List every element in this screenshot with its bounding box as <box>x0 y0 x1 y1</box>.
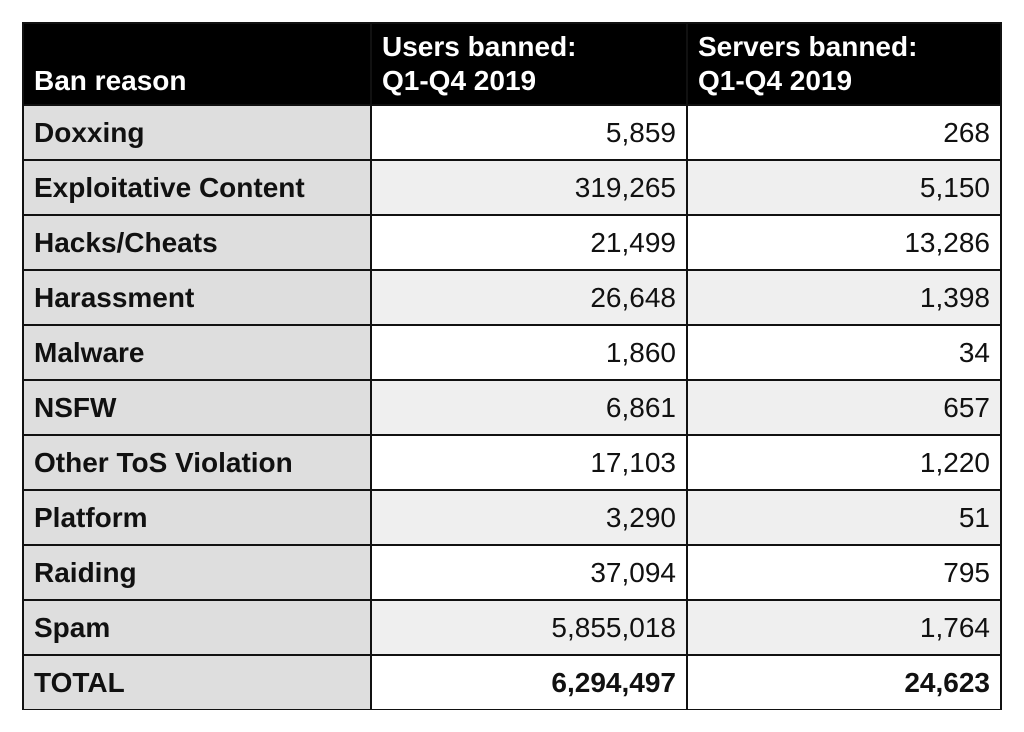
value-cell: 1,860 <box>372 326 686 379</box>
row-label: Malware <box>24 326 370 379</box>
value-cell: 5,855,018 <box>372 601 686 654</box>
value-cell: 795 <box>688 546 1000 599</box>
row-label: Harassment <box>24 271 370 324</box>
total-label: TOTAL <box>24 656 370 709</box>
value-cell: 1,220 <box>688 436 1000 489</box>
row-label: Doxxing <box>24 106 370 159</box>
row-label: NSFW <box>24 381 370 434</box>
value-cell: 1,764 <box>688 601 1000 654</box>
row-label: Raiding <box>24 546 370 599</box>
header-cell: Ban reason <box>24 24 370 104</box>
row-label: Spam <box>24 601 370 654</box>
value-cell: 319,265 <box>372 161 686 214</box>
ban-table: Ban reason Users banned: Q1-Q4 2019 Server… <box>22 22 1002 710</box>
value-cell: 21,499 <box>372 216 686 269</box>
header-cell: Users banned: Q1-Q4 2019 <box>372 24 686 104</box>
value-cell: 657 <box>688 381 1000 434</box>
value-cell: 6,861 <box>372 381 686 434</box>
row-label: Platform <box>24 491 370 544</box>
row-label: Exploitative Content <box>24 161 370 214</box>
value-cell: 1,398 <box>688 271 1000 324</box>
value-cell: 37,094 <box>372 546 686 599</box>
value-cell: 26,648 <box>372 271 686 324</box>
value-cell: 268 <box>688 106 1000 159</box>
total-value: 24,623 <box>688 656 1000 709</box>
row-label: Other ToS Violation <box>24 436 370 489</box>
total-value: 6,294,497 <box>372 656 686 709</box>
header-cell: Servers banned: Q1-Q4 2019 <box>688 24 1000 104</box>
value-cell: 34 <box>688 326 1000 379</box>
row-label: Hacks/Cheats <box>24 216 370 269</box>
value-cell: 5,859 <box>372 106 686 159</box>
value-cell: 3,290 <box>372 491 686 544</box>
value-cell: 51 <box>688 491 1000 544</box>
value-cell: 13,286 <box>688 216 1000 269</box>
value-cell: 5,150 <box>688 161 1000 214</box>
value-cell: 17,103 <box>372 436 686 489</box>
